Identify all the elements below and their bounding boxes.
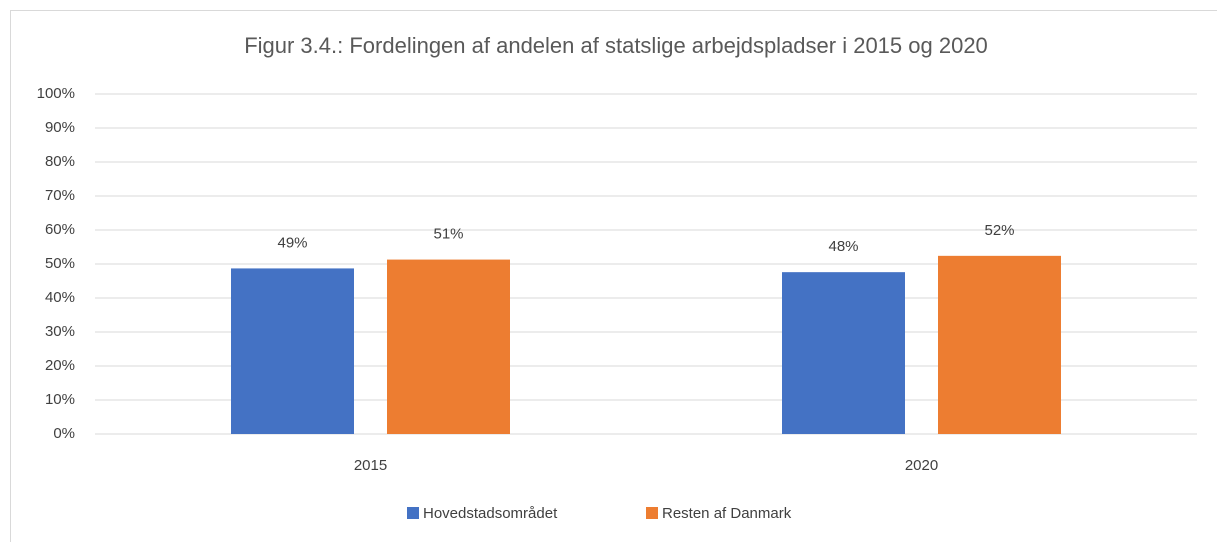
legend-label: Resten af Danmark (662, 505, 792, 522)
bar (387, 259, 510, 434)
y-tick-label: 80% (45, 153, 75, 170)
chart-title: Figur 3.4.: Fordelingen af andelen af st… (244, 33, 988, 58)
x-tick-label: 2020 (905, 457, 938, 474)
data-label: 49% (277, 234, 307, 251)
y-tick-label: 40% (45, 289, 75, 306)
legend-label: Hovedstadsområdet (423, 505, 558, 522)
bar (938, 255, 1061, 434)
y-tick-label: 100% (37, 85, 75, 102)
y-tick-label: 60% (45, 221, 75, 238)
y-tick-label: 30% (45, 323, 75, 340)
bar (231, 268, 354, 434)
y-tick-label: 0% (53, 425, 75, 442)
y-tick-label: 70% (45, 187, 75, 204)
bar (782, 272, 905, 434)
legend-swatch (646, 507, 658, 519)
y-tick-label: 20% (45, 357, 75, 374)
y-tick-label: 50% (45, 255, 75, 272)
data-label: 52% (984, 222, 1014, 239)
legend-swatch (407, 507, 419, 519)
data-label: 48% (828, 238, 858, 255)
data-label: 51% (433, 226, 463, 243)
y-tick-label: 90% (45, 119, 75, 136)
y-tick-label: 10% (45, 391, 75, 408)
x-tick-label: 2015 (354, 457, 387, 474)
